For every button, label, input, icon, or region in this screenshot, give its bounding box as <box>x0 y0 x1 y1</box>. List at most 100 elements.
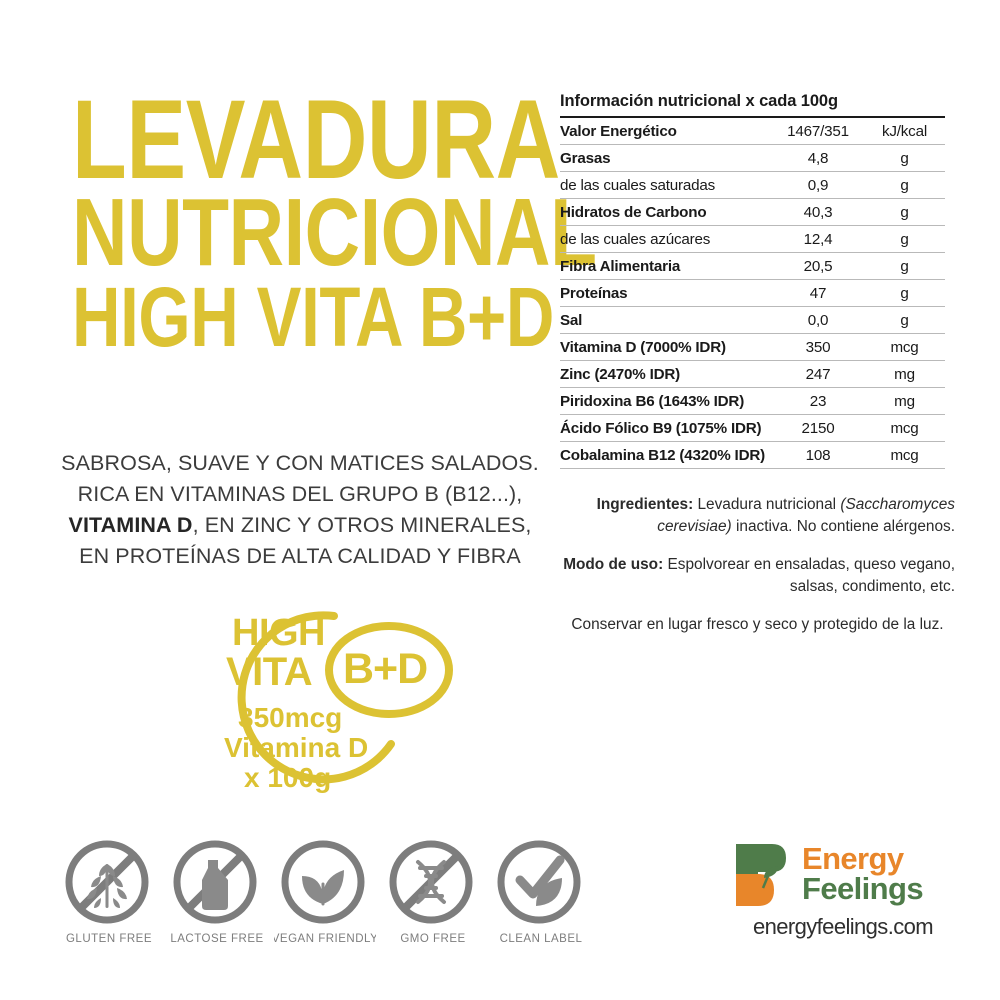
nutrition-row: Vitamina D (7000% IDR) 350 mcg <box>560 333 945 361</box>
cert-gmo-free: GMO FREE <box>382 836 484 952</box>
nutrition-name: Hidratos de Carbono <box>560 198 772 226</box>
badge-high-text: HIGH <box>232 612 326 654</box>
ingredients-scientific-name: (Saccharomyces cerevisiae) <box>657 496 955 535</box>
check-leaf-icon <box>497 840 581 924</box>
cert-label-gluten-free: GLUTEN FREE <box>66 933 152 945</box>
brand-logo[interactable]: Energy Feelings energyfeelings.com <box>728 838 958 950</box>
nutrition-name: de las cuales azúcares <box>560 225 772 253</box>
cert-gluten-free: GLUTEN FREE <box>58 836 160 952</box>
nutrition-table: Valor Energético 1467/351 kJ/kcal Grasas 4,8… <box>560 118 945 469</box>
nutrition-value: 2150 <box>772 414 864 442</box>
description-line-1: SABROSA, SUAVE Y CON MATICES SALADOS. <box>61 451 539 475</box>
nutrition-row: Sal 0,0 g <box>560 306 945 334</box>
nutrition-unit: kJ/kcal <box>864 118 945 145</box>
nutrition-name: Piridoxina B6 (1643% IDR) <box>560 387 772 415</box>
nutrition-row: Valor Energético 1467/351 kJ/kcal <box>560 118 945 145</box>
nutrition-row: Zinc (2470% IDR) 247 mg <box>560 360 945 388</box>
nutrition-value: 0,0 <box>772 306 864 334</box>
cert-label-clean-label: CLEAN LABEL <box>500 933 583 945</box>
cert-label-vegan-friendly: VEGAN FRIENDLY <box>274 933 376 945</box>
cert-label-lactose-free: LACTOSE FREE <box>170 933 263 945</box>
badge-per-text: x 100g <box>244 762 332 793</box>
nutrition-unit: mcg <box>864 414 945 442</box>
storage-note: Conservar en lugar fresco y seco y prote… <box>571 615 944 633</box>
nutrition-unit: g <box>864 306 945 334</box>
title-line-1: LEVADURA <box>72 77 560 202</box>
nutrition-row: de las cuales azúcares 12,4 g <box>560 225 945 253</box>
usage-text: Espolvorear en ensaladas, queso vegano, … <box>663 555 955 595</box>
nutrition-unit: mg <box>864 387 945 415</box>
badge-outline-icon <box>237 611 453 784</box>
product-description: SABROSA, SUAVE Y CON MATICES SALADOS. RI… <box>50 448 550 572</box>
cert-clean-label: CLEAN LABEL <box>490 836 592 952</box>
nutrition-name: Zinc (2470% IDR) <box>560 360 772 388</box>
nutrition-name: Ácido Fólico B9 (1075% IDR) <box>560 414 772 442</box>
nutrition-value: 4,8 <box>772 144 864 172</box>
brand-name-part1: Energy <box>802 840 904 876</box>
nutrition-value: 0,9 <box>772 171 864 199</box>
nutrition-row: Hidratos de Carbono 40,3 g <box>560 198 945 226</box>
badge-nutrient-text: Vitamina D <box>224 732 369 763</box>
nutrition-value: 1467/351 <box>772 118 864 145</box>
nutrition-value: 108 <box>772 441 864 469</box>
high-vita-badge: HIGH VITA B+D 350mcg Vitamina D x 100g <box>186 604 486 804</box>
brand-name-part2: Feelings <box>802 871 924 906</box>
nutrition-value: 350 <box>772 333 864 361</box>
nutrition-value: 23 <box>772 387 864 415</box>
title-line-3: HIGH VITA B+D <box>72 269 555 364</box>
cert-lactose-free: LACTOSE FREE <box>166 836 268 952</box>
cert-vegan-friendly: VEGAN FRIENDLY <box>274 836 376 952</box>
nutrition-name: Cobalamina B12 (4320% IDR) <box>560 441 772 469</box>
nutrition-unit: mcg <box>864 333 945 361</box>
nutrition-value: 12,4 <box>772 225 864 253</box>
milk-bottle-crossed-icon <box>173 840 257 924</box>
nutrition-value: 247 <box>772 360 864 388</box>
nutrition-unit: g <box>864 279 945 307</box>
leaves-icon <box>281 840 365 924</box>
nutrition-name: Fibra Alimentaria <box>560 252 772 280</box>
nutrition-value: 20,5 <box>772 252 864 280</box>
nutrition-name: Grasas <box>560 144 772 172</box>
nutrition-unit: g <box>864 252 945 280</box>
nutrition-value: 47 <box>772 279 864 307</box>
product-title: LEVADURA NUTRICIONAL HIGH VITA B+D <box>72 77 597 364</box>
badge-bd-text: B+D <box>343 645 428 693</box>
nutrition-row: Proteínas 47 g <box>560 279 945 307</box>
wheat-crossed-icon <box>65 840 149 924</box>
nutrition-row: Ácido Fólico B9 (1075% IDR) 2150 mcg <box>560 414 945 442</box>
nutrition-panel: Información nutricional x cada 100g Valo… <box>560 92 945 469</box>
nutrition-unit: mg <box>864 360 945 388</box>
dna-crossed-icon <box>389 840 473 924</box>
title-line-2: NUTRICIONAL <box>72 179 597 287</box>
nutrition-row: Piridoxina B6 (1643% IDR) 23 mg <box>560 387 945 415</box>
ingredients-label: Ingredientes: <box>596 496 694 513</box>
description-line-2: RICA EN VITAMINAS DEL GRUPO B (B12...), <box>77 481 523 506</box>
nutrition-row: Fibra Alimentaria 20,5 g <box>560 252 945 280</box>
nutrition-title: Información nutricional x cada 100g <box>560 92 945 118</box>
nutrition-name: Proteínas <box>560 279 772 307</box>
energy-feelings-leaf-icon <box>736 844 786 906</box>
ingredients-tail: inactiva. No contiene alérgenos. <box>731 517 955 535</box>
ingredients-note: Ingredientes: Levadura nutricional (Sacc… <box>560 494 955 538</box>
nutrition-unit: g <box>864 171 945 199</box>
brand-url[interactable]: energyfeelings.com <box>753 914 934 939</box>
cert-label-gmo-free: GMO FREE <box>400 933 465 945</box>
nutrition-name: Valor Energético <box>560 118 772 145</box>
nutrition-name: de las cuales saturadas <box>560 171 772 199</box>
nutrition-unit: g <box>864 198 945 226</box>
nutrition-row: de las cuales saturadas 0,9 g <box>560 171 945 199</box>
nutrition-row: Grasas 4,8 g <box>560 144 945 172</box>
usage-note: Modo de uso: Espolvorear en ensaladas, q… <box>560 554 955 598</box>
badge-amount-text: 350mcg <box>238 702 343 733</box>
notes-panel: Ingredientes: Levadura nutricional (Sacc… <box>560 494 955 651</box>
nutrition-value: 40,3 <box>772 198 864 226</box>
ingredients-text: Levadura nutricional <box>693 496 841 513</box>
nutrition-unit: g <box>864 144 945 172</box>
description-highlight: VITAMINA D <box>68 512 193 537</box>
nutrition-name: Vitamina D (7000% IDR) <box>560 333 772 361</box>
nutrition-row: Cobalamina B12 (4320% IDR) 108 mcg <box>560 441 945 469</box>
nutrition-unit: g <box>864 225 945 253</box>
description-line-3: , EN ZINC Y OTROS MINERALES, <box>192 512 532 537</box>
badge-vita-text: VITA <box>226 650 313 694</box>
